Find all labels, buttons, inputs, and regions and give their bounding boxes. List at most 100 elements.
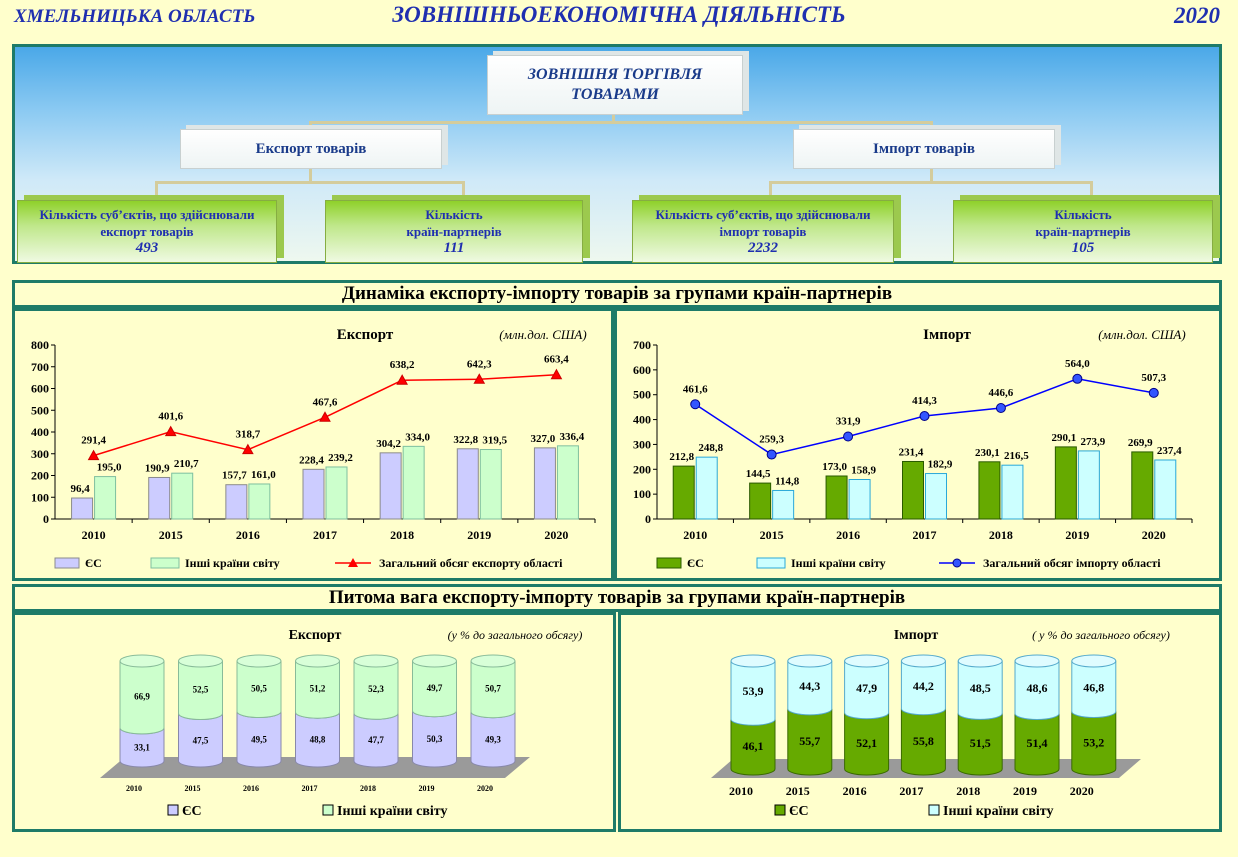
x-tick-label: 2015 xyxy=(786,784,810,798)
legend-other-swatch xyxy=(150,557,180,569)
bar-other-label: 114,8 xyxy=(775,475,800,487)
legend-eu-label: ЄС xyxy=(789,804,809,819)
cylinder-cap xyxy=(353,654,399,668)
bar-other-label: 319,5 xyxy=(482,435,507,447)
y-tick-label: 400 xyxy=(31,425,49,439)
bar-eu xyxy=(456,448,479,520)
import-share-chart: Імпорт ( у % до загального обсягу) 46,1 53,… xyxy=(711,628,1170,819)
bar-eu-label: 327,0 xyxy=(531,433,556,445)
bar-other-label: 239,2 xyxy=(328,452,353,464)
total-marker xyxy=(995,402,1006,413)
connector-line xyxy=(155,181,158,195)
import-subjects-box: Кількість суб’єктів, що здійснювали імпо… xyxy=(632,200,894,263)
x-tick-label: 2015 xyxy=(760,528,784,542)
total-marker xyxy=(690,399,701,410)
bar-other xyxy=(248,483,271,520)
eu-share-label: 49,3 xyxy=(485,734,501,744)
bar-eu-label: 157,7 xyxy=(222,470,247,482)
legend-total-label: Загальний обсяг імпорту області xyxy=(983,556,1161,570)
x-tick-label: 2016 xyxy=(836,528,860,542)
root-line1: ЗОВНІШНЯ ТОРГІВЛЯ xyxy=(527,66,703,83)
cylinder-cap xyxy=(900,654,946,668)
export-share-chart: Експорт (у % до загального обсягу) 33,1 66,… xyxy=(100,628,582,819)
bar-other-label: 210,7 xyxy=(174,458,199,470)
legend-total-marker xyxy=(348,558,358,567)
bar-other xyxy=(772,489,795,520)
cylinder-other xyxy=(844,660,890,720)
x-tick-label: 2019 xyxy=(1013,784,1037,798)
total-marker xyxy=(242,443,254,455)
legend-total-label: Загальний обсяг експорту області xyxy=(379,556,563,570)
cylinder-other xyxy=(957,660,1003,720)
connector-line xyxy=(155,181,465,184)
connector-line xyxy=(930,167,933,182)
bar-eu xyxy=(533,447,556,520)
import-partners-value: 105 xyxy=(1071,240,1095,256)
bar-eu-label: 173,0 xyxy=(822,461,847,473)
chart-unit: (млн.дол. США) xyxy=(499,327,586,342)
bar-eu-label: 231,4 xyxy=(899,446,924,458)
x-tick-label: 2018 xyxy=(989,528,1013,542)
cylinder-other xyxy=(353,660,399,720)
total-label: 331,9 xyxy=(836,415,861,427)
legend-eu-swatch xyxy=(167,804,179,816)
page-title: ЗОВНІШНЬОЕКОНОМІЧНА ДІЯЛЬНІСТЬ xyxy=(392,2,846,27)
export-dynamics-panel: Експорт (млн.дол. США) 0 100 200 300 400 500 600… xyxy=(12,308,614,581)
other-share-label: 48,6 xyxy=(1027,681,1048,695)
bar-eu xyxy=(978,461,1001,520)
y-tick-label: 0 xyxy=(43,512,49,526)
total-label: 638,2 xyxy=(390,359,415,371)
y-tick-label: 800 xyxy=(31,338,49,352)
region-title: ХМЕЛЬНИЦЬКА ОБЛАСТЬ xyxy=(14,6,256,27)
import-dynamics-chart: Імпорт (млн.дол. США) 0 100 200 300 400 500 600 7… xyxy=(633,327,1193,570)
y-tick-label: 0 xyxy=(645,512,651,526)
y-tick-label: 600 xyxy=(633,363,651,377)
bar-eu-label: 290,1 xyxy=(1051,432,1076,444)
x-tick-label: 2016 xyxy=(243,784,259,793)
eu-share-label: 50,3 xyxy=(427,734,443,744)
root-box: ЗОВНІШНЯ ТОРГІВЛЯ ТОВАРАМИ xyxy=(487,55,743,115)
cylinder-other xyxy=(119,660,165,735)
eu-share-label: 49,5 xyxy=(251,734,267,744)
y-tick-label: 300 xyxy=(633,437,651,451)
bar-eu xyxy=(902,460,924,520)
total-label: 507,3 xyxy=(1141,372,1166,384)
legend-eu-swatch xyxy=(774,804,786,816)
legend-other-label: Інші країни світу xyxy=(791,556,886,570)
export-partners-value: 111 xyxy=(443,240,465,256)
bar-other-label: 237,4 xyxy=(1157,445,1182,457)
x-tick-label: 2017 xyxy=(899,784,923,798)
bar-other xyxy=(848,479,871,520)
bar-other xyxy=(325,466,348,520)
other-share-label: 66,9 xyxy=(134,691,150,701)
connector-line xyxy=(769,181,1093,184)
total-label: 663,4 xyxy=(544,354,569,366)
bar-other xyxy=(925,473,947,520)
x-tick-label: 2010 xyxy=(683,528,707,542)
y-tick-label: 300 xyxy=(31,447,49,461)
export-partners-line2: країн-партнерів xyxy=(406,224,502,239)
chart-title: Імпорт xyxy=(923,327,971,343)
legend-eu-swatch xyxy=(656,557,682,569)
bar-other xyxy=(1077,450,1100,520)
eu-share-label: 47,7 xyxy=(368,735,384,745)
legend-other-label: Інші країни світу xyxy=(337,804,447,819)
other-share-label: 51,2 xyxy=(310,684,326,694)
total-label: 461,6 xyxy=(683,383,708,395)
bar-other xyxy=(171,472,194,520)
x-tick-label: 2019 xyxy=(467,528,491,542)
total-label: 446,6 xyxy=(989,387,1014,399)
x-tick-label: 2020 xyxy=(544,528,568,542)
x-tick-label: 2018 xyxy=(956,784,980,798)
total-label: 642,3 xyxy=(467,358,492,370)
bar-eu-label: 269,9 xyxy=(1128,437,1153,449)
x-tick-label: 2018 xyxy=(360,784,376,793)
import-dynamics-panel: Імпорт (млн.дол. США) 0 100 200 300 400 500 600 7… xyxy=(614,308,1222,581)
cylinder-other xyxy=(1014,660,1060,720)
total-label: 259,3 xyxy=(759,434,784,446)
total-label: 564,0 xyxy=(1065,358,1090,370)
connector-line xyxy=(769,181,772,195)
connector-line xyxy=(309,167,312,182)
total-marker xyxy=(550,368,563,380)
eu-share-label: 51,5 xyxy=(970,736,991,750)
